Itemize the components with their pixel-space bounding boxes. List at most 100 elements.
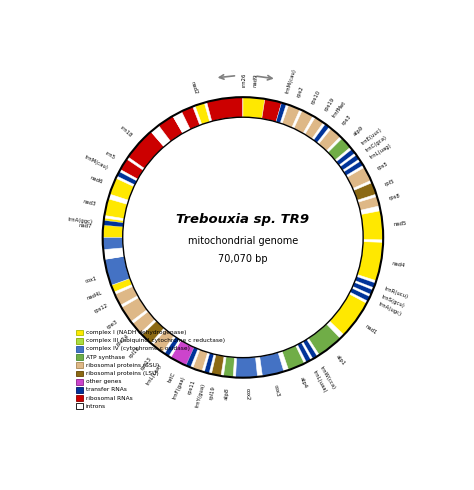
Wedge shape — [314, 124, 329, 143]
Wedge shape — [151, 125, 171, 147]
Wedge shape — [169, 164, 317, 312]
Wedge shape — [104, 256, 131, 290]
Wedge shape — [355, 276, 375, 288]
Wedge shape — [150, 144, 336, 331]
Wedge shape — [129, 124, 356, 351]
Wedge shape — [139, 134, 346, 341]
Wedge shape — [139, 133, 347, 342]
Wedge shape — [158, 116, 183, 142]
Text: trnL(uag): trnL(uag) — [370, 142, 393, 160]
Wedge shape — [282, 345, 304, 370]
Wedge shape — [173, 111, 190, 133]
Wedge shape — [357, 242, 383, 281]
Text: trnE(uuc): trnE(uuc) — [360, 127, 383, 147]
Wedge shape — [243, 97, 282, 122]
Text: trnR(ucu): trnR(ucu) — [384, 287, 409, 300]
Wedge shape — [195, 102, 210, 124]
Wedge shape — [141, 136, 345, 339]
Text: rps12: rps12 — [93, 302, 109, 314]
Text: complex I (NADH dehydrogenase): complex I (NADH dehydrogenase) — [86, 330, 186, 335]
Text: trnW(cca): trnW(cca) — [319, 366, 336, 391]
Wedge shape — [164, 158, 322, 317]
Text: rps5: rps5 — [376, 161, 389, 171]
Wedge shape — [137, 131, 349, 344]
Wedge shape — [347, 167, 371, 189]
Text: Trebouxia sp. TR9: Trebouxia sp. TR9 — [176, 213, 310, 225]
Wedge shape — [153, 147, 333, 328]
Wedge shape — [134, 128, 352, 347]
Wedge shape — [165, 159, 321, 316]
Wedge shape — [344, 161, 363, 175]
Text: trnL(uaa): trnL(uaa) — [311, 369, 328, 393]
Wedge shape — [157, 151, 329, 323]
Text: rrn26: rrn26 — [242, 72, 247, 87]
Wedge shape — [140, 134, 346, 341]
FancyBboxPatch shape — [76, 354, 83, 360]
Wedge shape — [309, 324, 340, 355]
Text: rpl19: rpl19 — [209, 385, 217, 400]
Wedge shape — [142, 321, 164, 343]
Wedge shape — [145, 139, 341, 336]
Wedge shape — [328, 138, 350, 160]
Wedge shape — [340, 155, 359, 170]
Wedge shape — [155, 149, 331, 326]
Wedge shape — [130, 124, 356, 350]
Wedge shape — [103, 228, 123, 250]
Text: ribosomal proteins (LSU): ribosomal proteins (LSU) — [86, 371, 159, 376]
Wedge shape — [166, 160, 320, 315]
Wedge shape — [298, 343, 311, 363]
Wedge shape — [223, 357, 235, 377]
Wedge shape — [152, 146, 334, 329]
Wedge shape — [145, 140, 341, 336]
Text: cox1: cox1 — [85, 275, 98, 284]
FancyBboxPatch shape — [76, 379, 83, 385]
Wedge shape — [132, 312, 155, 333]
Wedge shape — [168, 163, 318, 312]
Text: mitochondrial genome: mitochondrial genome — [188, 236, 298, 246]
Wedge shape — [104, 199, 128, 219]
Text: atp1: atp1 — [335, 354, 346, 367]
Wedge shape — [159, 153, 327, 321]
Wedge shape — [164, 337, 179, 356]
Wedge shape — [140, 135, 346, 340]
Wedge shape — [161, 155, 325, 320]
Wedge shape — [128, 122, 358, 353]
Wedge shape — [150, 145, 336, 330]
Wedge shape — [350, 288, 370, 301]
Wedge shape — [157, 152, 328, 323]
Wedge shape — [135, 129, 351, 345]
Wedge shape — [115, 286, 138, 305]
Text: nad7: nad7 — [79, 223, 92, 229]
Wedge shape — [148, 143, 338, 332]
Wedge shape — [137, 132, 348, 343]
Text: introns: introns — [86, 404, 106, 409]
Wedge shape — [353, 282, 373, 294]
Text: trnC(gca): trnC(gca) — [365, 134, 389, 153]
Wedge shape — [163, 158, 323, 317]
Text: rrn5: rrn5 — [103, 151, 116, 161]
Wedge shape — [167, 161, 319, 314]
Text: cox2: cox2 — [245, 388, 250, 401]
Wedge shape — [128, 132, 164, 169]
Wedge shape — [142, 136, 344, 339]
Wedge shape — [143, 138, 343, 337]
Wedge shape — [171, 341, 196, 367]
Wedge shape — [147, 142, 339, 333]
Wedge shape — [131, 125, 355, 349]
Wedge shape — [121, 297, 147, 322]
Wedge shape — [294, 110, 313, 133]
Wedge shape — [128, 122, 357, 352]
Wedge shape — [138, 133, 348, 342]
Text: trnS(gcu): trnS(gcu) — [381, 294, 406, 308]
Text: trnA(ugc): trnA(ugc) — [377, 301, 402, 317]
Wedge shape — [158, 152, 328, 322]
Wedge shape — [136, 130, 350, 345]
Wedge shape — [135, 129, 351, 346]
Text: rrn18: rrn18 — [118, 125, 132, 138]
Text: other genes: other genes — [86, 379, 121, 384]
FancyBboxPatch shape — [76, 370, 83, 376]
Wedge shape — [136, 130, 350, 344]
Wedge shape — [303, 340, 317, 359]
Wedge shape — [163, 157, 323, 318]
Wedge shape — [137, 132, 349, 343]
